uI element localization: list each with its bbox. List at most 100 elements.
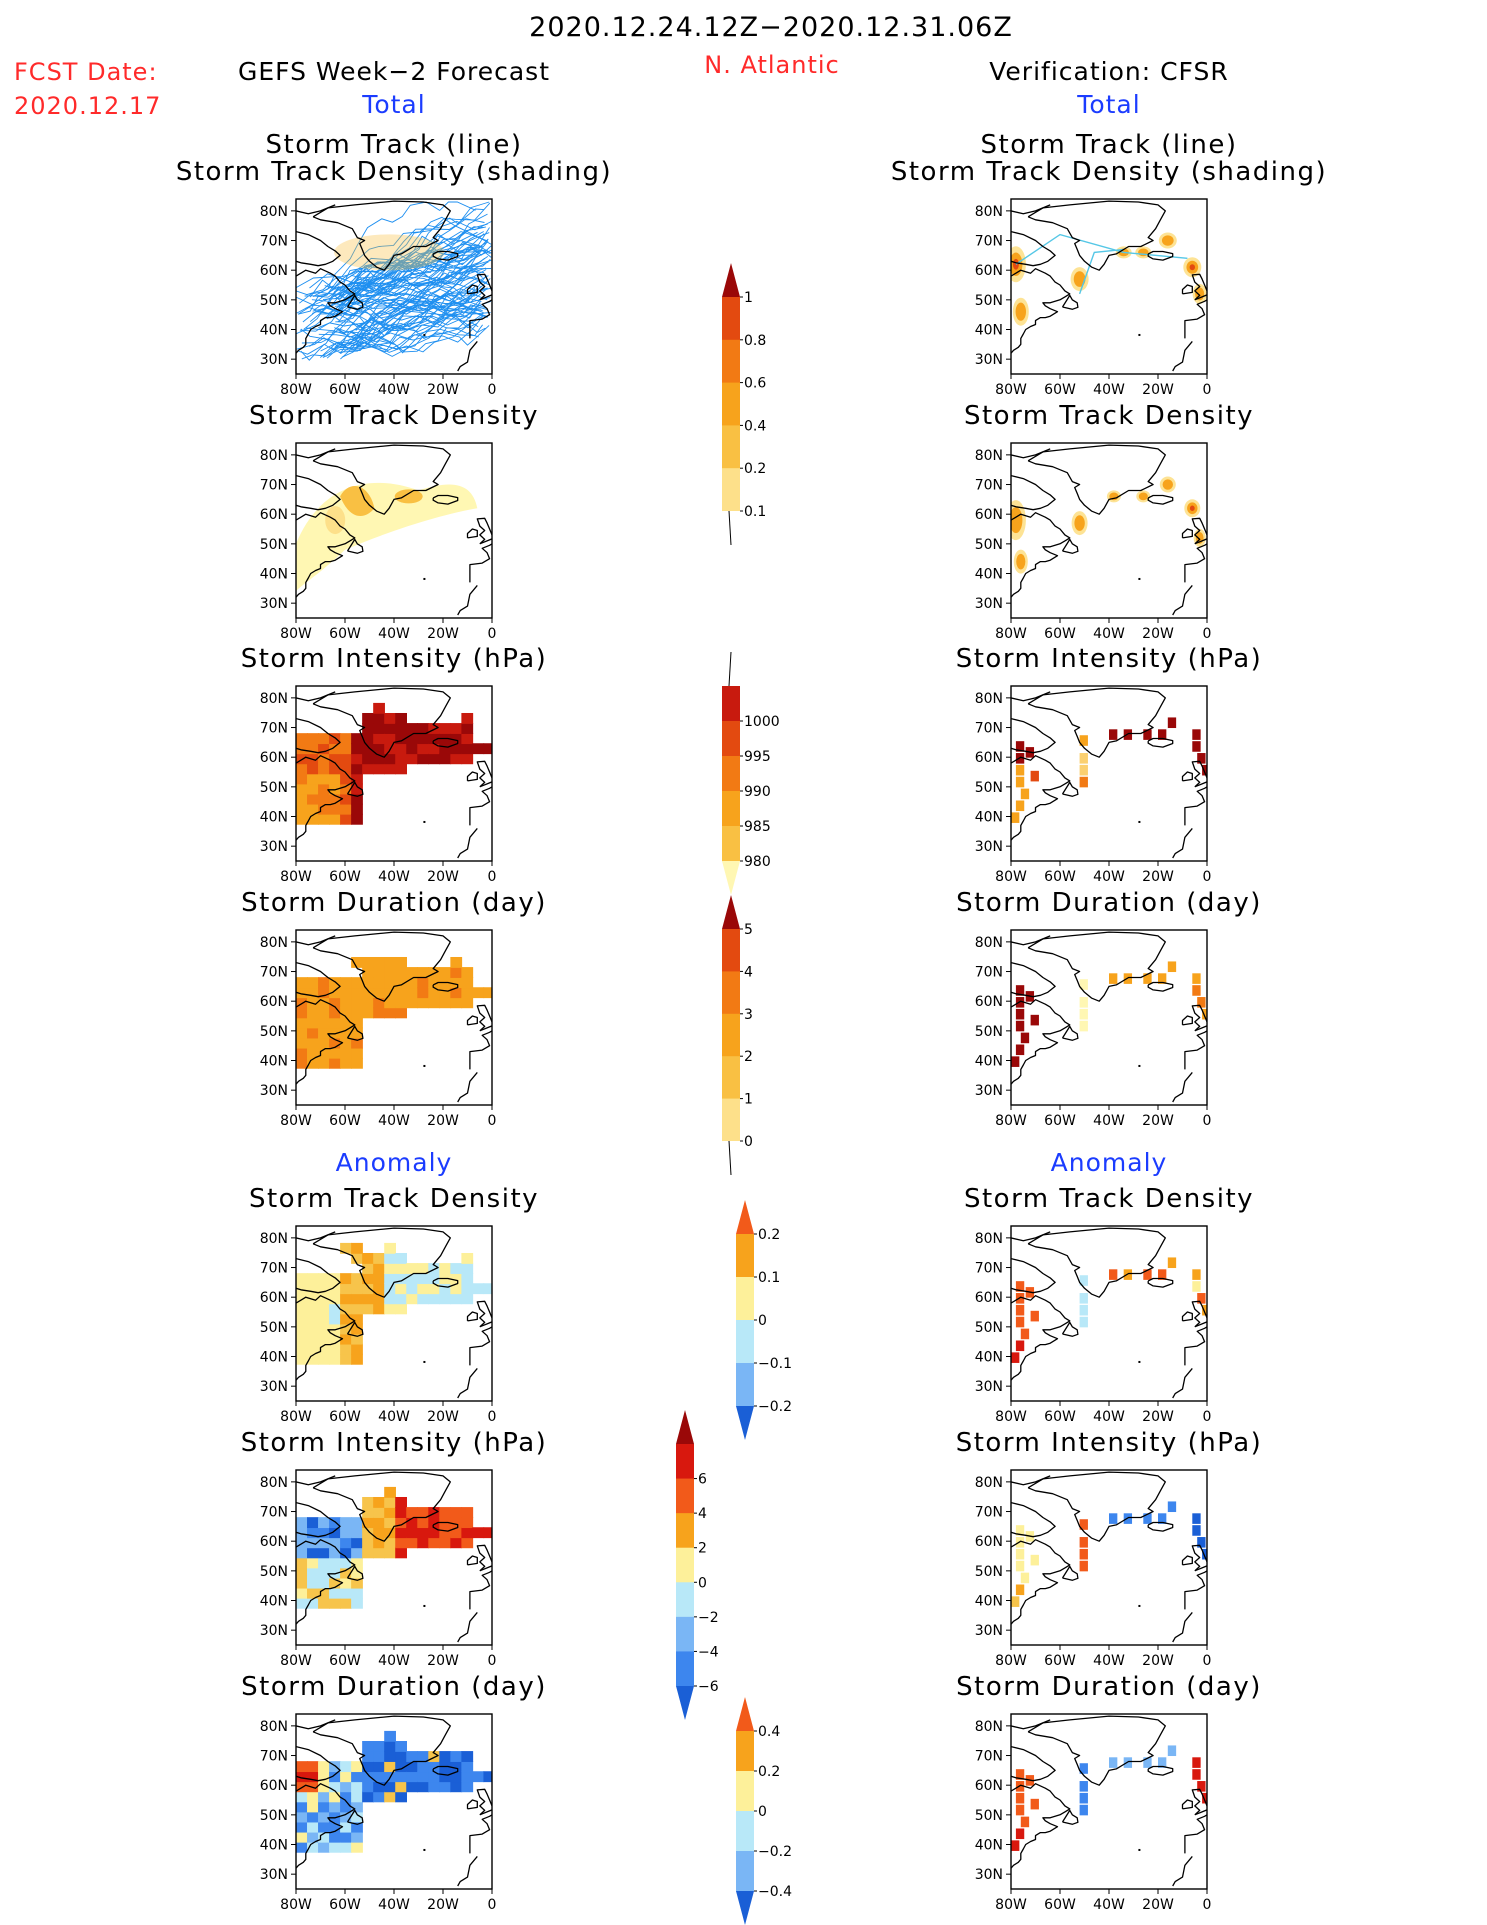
lat-tick-label: 60N xyxy=(975,750,1003,766)
lon-tick-label: 20W xyxy=(427,1897,459,1913)
lon-tick-label: 60W xyxy=(329,1113,361,1129)
lat-tick-label: 30N xyxy=(975,839,1003,855)
colorbar-density-anomaly: 0.2 0.1 0 −0.1 −0.2 xyxy=(736,1200,792,1440)
panel-title: Storm Duration (day) xyxy=(241,1672,547,1702)
lat-tick-label: 80N xyxy=(975,1719,1003,1735)
lat-tick-label: 60N xyxy=(260,750,288,766)
lon-tick-label: 80W xyxy=(280,869,312,885)
panel-title: Storm Intensity (hPa) xyxy=(955,644,1263,674)
lon-tick-label: 40W xyxy=(378,1113,410,1129)
lat-tick-label: 70N xyxy=(260,478,288,494)
lat-tick-label: 30N xyxy=(975,1867,1003,1883)
colorbar-label: 0.2 xyxy=(744,461,766,477)
lon-tick-label: 0 xyxy=(1203,1653,1212,1669)
lon-tick-label: 60W xyxy=(329,626,361,642)
lon-tick-label: 20W xyxy=(1142,869,1174,885)
lat-tick-label: 80N xyxy=(975,204,1003,220)
anomaly-label-right: Anomaly xyxy=(1050,1148,1168,1177)
lat-tick-label: 30N xyxy=(260,839,288,855)
lat-tick-label: 70N xyxy=(260,234,288,250)
lon-tick-label: 20W xyxy=(427,1113,459,1129)
map-panel-ob-intensity-anom: 80N 70N 60N 50N 40N 30N 80W 60W 40W 20W 0 xyxy=(975,1469,1212,1669)
lat-tick-label: 80N xyxy=(975,691,1003,707)
lon-tick-label: 40W xyxy=(378,382,410,398)
lat-tick-label: 40N xyxy=(260,567,288,583)
lat-tick-label: 40N xyxy=(260,1054,288,1070)
total-label-right: Total xyxy=(1077,90,1141,119)
lon-tick-label: 60W xyxy=(1044,1653,1076,1669)
lon-tick-label: 0 xyxy=(488,1653,497,1669)
lat-tick-label: 70N xyxy=(260,965,288,981)
lat-tick-label: 50N xyxy=(975,1024,1003,1040)
lat-tick-label: 60N xyxy=(975,1778,1003,1794)
lat-tick-label: 40N xyxy=(260,1838,288,1854)
lon-tick-label: 60W xyxy=(329,1409,361,1425)
lon-tick-label: 0 xyxy=(1203,382,1212,398)
lat-tick-label: 50N xyxy=(260,1024,288,1040)
lon-tick-label: 0 xyxy=(1203,1897,1212,1913)
lat-tick-label: 60N xyxy=(975,1290,1003,1306)
colorbar-label: −0.4 xyxy=(758,1884,792,1900)
lat-tick-label: 70N xyxy=(975,1505,1003,1521)
panel-title: Storm Intensity (hPa) xyxy=(240,1428,548,1458)
lon-tick-label: 40W xyxy=(1093,1897,1125,1913)
colorbar-label: −0.1 xyxy=(758,1356,792,1372)
lon-tick-label: 20W xyxy=(1142,1409,1174,1425)
fcst-date: 2020.12.17 xyxy=(14,92,162,120)
map-panel-fc-intensity-anom: 80N 70N 60N 50N 40N 30N 80W 60W 40W 20W 0 xyxy=(260,1469,497,1669)
colorbar-label: 2 xyxy=(744,1049,753,1065)
panel-title: Storm Track (line) xyxy=(980,130,1238,160)
lon-tick-label: 40W xyxy=(378,626,410,642)
lat-tick-label: 30N xyxy=(260,1379,288,1395)
lat-tick-label: 60N xyxy=(975,994,1003,1010)
colorbar-label: 0.2 xyxy=(758,1227,780,1243)
lat-tick-label: 50N xyxy=(975,780,1003,796)
lat-tick-label: 60N xyxy=(260,1778,288,1794)
lat-tick-label: 80N xyxy=(975,1231,1003,1247)
panel-title: Storm Track Density xyxy=(963,1184,1255,1214)
lon-tick-label: 80W xyxy=(280,1897,312,1913)
lat-tick-label: 80N xyxy=(260,448,288,464)
panel-title: Storm Duration (day) xyxy=(956,1672,1262,1702)
lon-tick-label: 80W xyxy=(280,626,312,642)
colorbar-label: −6 xyxy=(698,1679,719,1695)
lat-tick-label: 40N xyxy=(975,810,1003,826)
lat-tick-label: 50N xyxy=(260,780,288,796)
map-panel-fc-duration: 80N 70N 60N 50N 40N 30N 80W 60W 40W 20W 0 xyxy=(260,929,496,1129)
lat-tick-label: 70N xyxy=(975,1261,1003,1277)
map-frame xyxy=(1010,442,1208,619)
panel-title: Storm Track Density xyxy=(963,401,1255,431)
lon-tick-label: 80W xyxy=(280,1113,312,1129)
lat-tick-label: 70N xyxy=(975,234,1003,250)
colorbar-label: 0 xyxy=(758,1313,767,1329)
colorbar-intensity-anomaly: 6 4 2 0 −2 −4 −6 xyxy=(676,1410,719,1720)
lat-tick-label: 80N xyxy=(260,1475,288,1491)
lon-tick-label: 40W xyxy=(1093,626,1125,642)
panel-title: Storm Duration (day) xyxy=(241,888,547,918)
lon-tick-label: 20W xyxy=(1142,382,1174,398)
colorbar-track-density: 1 0.8 0.6 0.4 0.2 0.1 xyxy=(722,263,766,546)
lat-tick-label: 50N xyxy=(260,1564,288,1580)
lat-tick-label: 80N xyxy=(260,691,288,707)
colorbar-duration: 5 4 3 2 1 0 xyxy=(722,895,753,1176)
colorbar-label: 5 xyxy=(744,922,753,938)
colorbar-label: 0.4 xyxy=(758,1724,780,1740)
colorbar-label: 995 xyxy=(744,749,771,765)
lat-tick-label: 60N xyxy=(260,1290,288,1306)
colorbar-label: −4 xyxy=(698,1644,719,1660)
lat-tick-label: 50N xyxy=(975,537,1003,553)
lat-tick-label: 30N xyxy=(975,1379,1003,1395)
lat-tick-label: 30N xyxy=(260,1867,288,1883)
fcst-label: FCST Date: xyxy=(14,58,158,86)
lon-tick-label: 40W xyxy=(1093,1113,1125,1129)
panel-title: Storm Intensity (hPa) xyxy=(955,1428,1263,1458)
panel-title: Storm Track Density xyxy=(248,401,540,431)
lat-tick-label: 30N xyxy=(975,596,1003,612)
panel-title: Storm Intensity (hPa) xyxy=(240,644,548,674)
lon-tick-label: 0 xyxy=(488,1897,497,1913)
lon-tick-label: 40W xyxy=(1093,1653,1125,1669)
lat-tick-label: 50N xyxy=(260,1808,288,1824)
colorbar-label: 4 xyxy=(744,964,753,980)
lon-tick-label: 60W xyxy=(329,1653,361,1669)
map-frame xyxy=(1010,1713,1208,1890)
